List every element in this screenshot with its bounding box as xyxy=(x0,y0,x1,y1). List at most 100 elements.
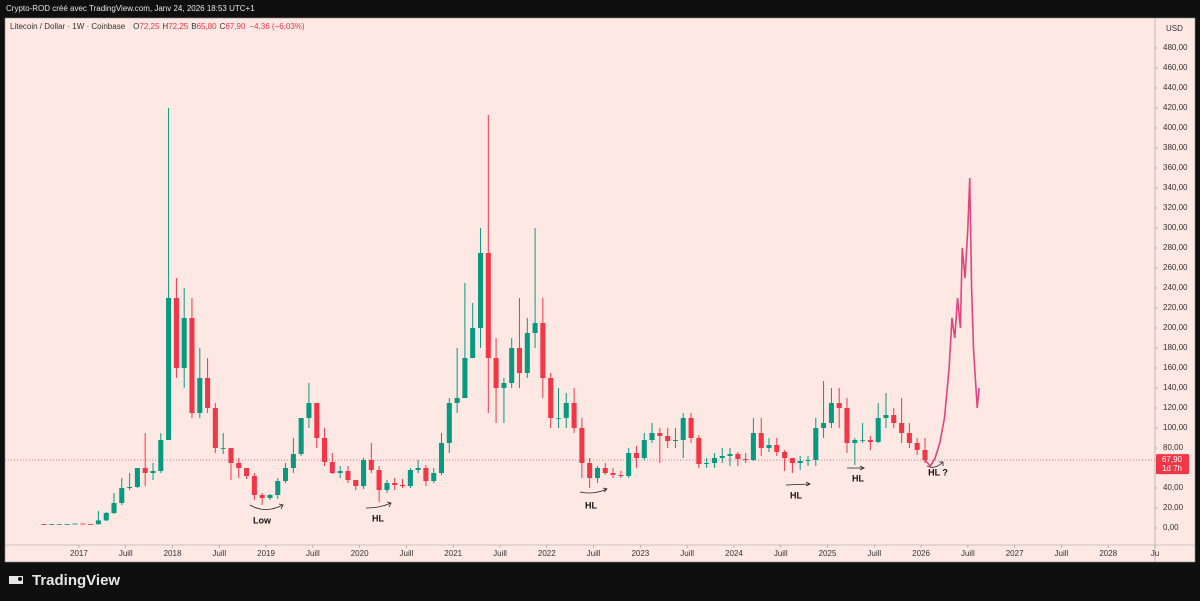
candle-body xyxy=(345,471,351,480)
chart-panel xyxy=(4,17,1196,563)
candle-body xyxy=(766,445,772,448)
candle-body xyxy=(181,318,187,368)
candle-body xyxy=(392,483,398,485)
projection-line xyxy=(924,177,980,468)
symbol: Litecoin / Dollar · 1W · Coinbase xyxy=(10,22,126,31)
candle-body xyxy=(49,524,55,525)
candle-body xyxy=(727,454,733,456)
candle-body xyxy=(883,415,889,418)
candle-body xyxy=(88,524,94,525)
candle-body xyxy=(314,403,320,438)
candle-body xyxy=(704,463,710,464)
y-tick-label: 160,00 xyxy=(1163,363,1188,372)
currency: USD xyxy=(1166,24,1183,33)
candle-body xyxy=(485,253,491,358)
y-tick-label: 100,00 xyxy=(1163,423,1188,432)
ohlc-label: B xyxy=(191,22,196,31)
annotation-arrows xyxy=(249,461,944,510)
y-tick-label: 140,00 xyxy=(1163,383,1188,392)
candle-body xyxy=(633,453,639,458)
candle-body xyxy=(540,323,546,378)
change: −4,36 (−6,03%) xyxy=(249,22,304,31)
y-tick-label: 80,00 xyxy=(1163,443,1184,452)
candle-body xyxy=(758,433,764,448)
candle-body xyxy=(891,415,897,423)
candle-body xyxy=(821,423,827,428)
y-tick-label: 200,00 xyxy=(1163,323,1188,332)
candle-body xyxy=(906,433,912,443)
x-tick-label: Juill xyxy=(212,549,226,558)
annotation: HL xyxy=(372,513,384,523)
ohlc-label: C xyxy=(220,22,226,31)
candle-body xyxy=(680,418,686,440)
candle-body xyxy=(438,443,445,473)
candle-body xyxy=(415,468,421,470)
candle-body xyxy=(361,460,367,486)
candle-body xyxy=(80,523,86,525)
candle-body xyxy=(103,513,109,521)
annotation: Low xyxy=(253,515,272,525)
candle-body xyxy=(173,298,179,368)
author-line: Crypto-ROD créé avec TradingView.com, Ja… xyxy=(6,4,255,13)
candle-body xyxy=(290,454,296,468)
candle-body xyxy=(322,438,328,462)
candle-body xyxy=(220,448,226,449)
candle-body xyxy=(852,440,858,443)
candle-body xyxy=(509,348,515,383)
brand: TradingView xyxy=(32,572,120,589)
y-tick-label: 460,00 xyxy=(1163,63,1188,72)
ohlc-label: H xyxy=(162,22,168,31)
y-tick-label: 0,00 xyxy=(1163,523,1179,532)
candle-body xyxy=(719,456,725,458)
y-tick-label: 320,00 xyxy=(1163,203,1188,212)
x-tick-label: Juill xyxy=(306,549,320,558)
candle-body xyxy=(212,408,218,448)
candle-body xyxy=(119,488,125,503)
x-tick-label: 2027 xyxy=(1006,549,1024,558)
annotation: HL xyxy=(790,490,802,500)
candle-body xyxy=(478,253,484,328)
candle-body xyxy=(641,440,647,458)
candle-body xyxy=(275,481,281,495)
candle-body xyxy=(711,458,717,463)
candle-body xyxy=(150,471,156,473)
candle-body xyxy=(649,433,655,440)
y-tick-label: 120,00 xyxy=(1163,403,1188,412)
x-tick-label: 2020 xyxy=(351,549,369,558)
candle-body xyxy=(524,333,530,373)
candle-body xyxy=(283,468,289,481)
x-tick-label: Juill xyxy=(774,549,788,558)
candle-body xyxy=(267,495,273,498)
candle-body xyxy=(860,440,866,441)
x-tick-label: 2017 xyxy=(70,549,88,558)
candle-body xyxy=(56,524,62,525)
x-tick-label: 2025 xyxy=(819,549,837,558)
y-tick-label: 240,00 xyxy=(1163,283,1188,292)
x-tick-label: Juill xyxy=(119,549,133,558)
x-tick-label: Juill xyxy=(961,549,975,558)
x-tick-label: Juill xyxy=(587,549,601,558)
candle-body xyxy=(244,468,250,476)
candle-body xyxy=(914,443,920,450)
candle-body xyxy=(735,454,741,459)
candle-body xyxy=(844,408,850,443)
candle-body xyxy=(166,298,172,440)
candle-body xyxy=(376,470,382,490)
annotation: HL xyxy=(585,500,597,510)
candle-body xyxy=(805,460,811,461)
candle-body xyxy=(41,524,47,525)
y-tick-label: 340,00 xyxy=(1163,183,1188,192)
candle-body xyxy=(555,418,562,419)
candle-body xyxy=(875,418,881,442)
candle-body xyxy=(501,383,507,388)
candle-body xyxy=(797,461,803,463)
candle-body xyxy=(789,458,795,463)
legend: Litecoin / Dollar · 1W · Coinbase O72,25 H… xyxy=(10,22,305,31)
x-tick-label: 2023 xyxy=(631,549,649,558)
candle-body xyxy=(72,523,78,525)
x-tick-label: 2019 xyxy=(257,549,275,558)
ohlc-value: 67,90 xyxy=(225,22,246,31)
annotation: HL ? xyxy=(928,467,948,477)
candle-body xyxy=(899,423,905,433)
